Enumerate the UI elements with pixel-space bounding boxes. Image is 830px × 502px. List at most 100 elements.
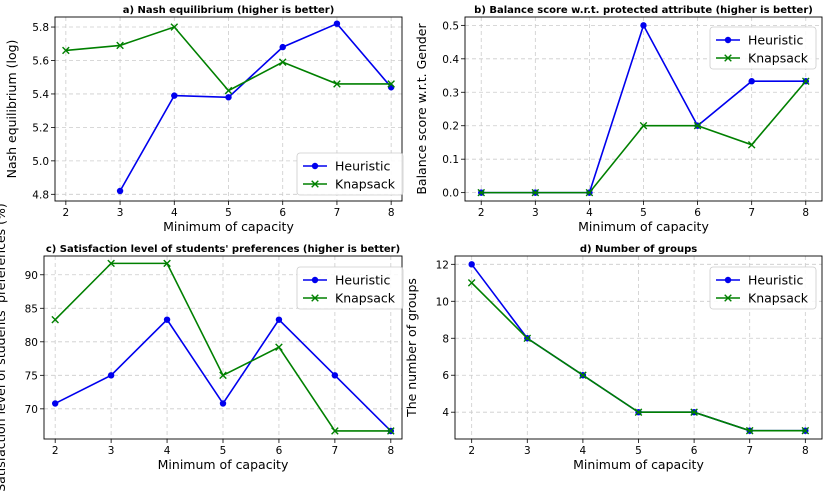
- data-point: [523, 334, 532, 343]
- data-point: [387, 84, 395, 91]
- x-tick-label: 3: [117, 207, 124, 219]
- x-tick-label: 5: [220, 445, 227, 457]
- series-line: [119, 22, 392, 192]
- legend-marker: [724, 54, 732, 62]
- x-tick-label: 5: [225, 207, 232, 219]
- x-tick-label: 8: [388, 207, 395, 219]
- data-point: [225, 94, 232, 101]
- x-tick-label: 6: [276, 445, 283, 457]
- x-tick-label: 3: [108, 445, 115, 457]
- data-point: [640, 22, 647, 29]
- legend-marker: [311, 162, 319, 170]
- x-tick-label: 2: [468, 445, 475, 457]
- y-tick-label: 5.2: [32, 122, 49, 134]
- x-tick-label: 6: [279, 207, 286, 219]
- data-point: [163, 316, 171, 323]
- x-tick-label: 3: [532, 207, 539, 219]
- y-axis-label: The number of groups: [404, 278, 419, 418]
- legend: Heuristic Knapsack: [709, 266, 817, 310]
- legend-marker: [724, 36, 732, 44]
- data-point: [634, 408, 643, 416]
- legend-entry: Knapsack: [335, 177, 396, 192]
- y-tick-label: 0.0: [442, 188, 459, 200]
- x-tick-label: 7: [748, 207, 755, 219]
- legend-entry: Knapsack: [335, 291, 396, 306]
- y-tick-label: 4.8: [32, 189, 49, 201]
- x-tick-label: 7: [746, 445, 753, 457]
- data-point: [333, 80, 341, 88]
- x-tick-label: 2: [63, 207, 70, 219]
- y-tick-label: 0.1: [442, 154, 459, 166]
- y-axis-label: Balance score w.r.t. Gender: [414, 22, 429, 194]
- panel-1: a) Nash equilibrium (higher is better) 2 3…: [4, 5, 404, 234]
- data-point: [116, 41, 124, 50]
- data-point: [219, 371, 227, 380]
- y-tick-label: 80: [25, 337, 38, 349]
- x-tick-label: 2: [478, 207, 485, 219]
- legend-marker: [311, 294, 319, 302]
- data-point: [51, 315, 59, 324]
- y-tick-label: 0.3: [442, 87, 459, 99]
- x-axis-label: Minimum of capacity: [158, 457, 289, 472]
- data-point: [275, 343, 283, 351]
- y-tick-label: 0.2: [442, 121, 459, 133]
- data-point: [116, 187, 124, 195]
- x-tick-label: 4: [580, 445, 587, 457]
- data-point: [51, 400, 59, 407]
- data-point: [171, 92, 178, 99]
- data-point: [801, 77, 810, 86]
- x-tick-label: 8: [802, 207, 809, 219]
- plot-frame: [43, 255, 403, 440]
- data-point: [748, 78, 755, 85]
- plot-frame: [454, 255, 823, 440]
- data-point: [333, 20, 341, 27]
- y-tick-label: 12: [436, 259, 449, 271]
- data-point: [275, 316, 283, 323]
- data-point: [279, 43, 286, 51]
- x-tick-label: 8: [802, 445, 809, 457]
- y-tick-label: 8: [442, 333, 449, 345]
- y-tick-label: 5.0: [32, 156, 49, 168]
- y-tick-label: 90: [25, 270, 38, 282]
- series-knapsack: [467, 279, 810, 435]
- data-point: [62, 46, 70, 55]
- legend-entry: Knapsack: [748, 291, 809, 306]
- data-point: [170, 23, 179, 31]
- data-point: [278, 58, 287, 66]
- y-tick-label: 5.8: [32, 22, 49, 34]
- x-tick-label: 3: [524, 445, 531, 457]
- data-point: [331, 372, 339, 379]
- data-point: [477, 188, 486, 197]
- series-knapsack: [62, 23, 395, 95]
- y-tick-label: 6: [442, 370, 449, 382]
- x-axis-label: Minimum of capacity: [163, 219, 294, 234]
- x-tick-label: 7: [334, 207, 341, 219]
- legend-marker: [311, 276, 319, 284]
- panel-2: b) Balance score w.r.t. protected attrib…: [414, 5, 823, 234]
- x-tick-label: 4: [586, 207, 593, 219]
- data-point: [107, 372, 115, 379]
- series-heuristic: [116, 20, 395, 195]
- y-tick-label: 0.4: [442, 54, 459, 66]
- y-axis-label: Nash equilibrium (log): [4, 40, 19, 179]
- plot-frame: [464, 16, 823, 202]
- y-tick-label: 75: [25, 370, 38, 382]
- panel-title: c) Satisfaction level of students' prefe…: [46, 244, 400, 255]
- data-point: [801, 426, 810, 435]
- legend-entry: Heuristic: [748, 33, 804, 48]
- data-point: [531, 188, 540, 197]
- series-knapsack: [51, 259, 395, 435]
- legend-marker: [724, 294, 732, 302]
- data-point: [585, 188, 594, 197]
- data-point: [468, 261, 475, 268]
- data-point: [387, 80, 395, 88]
- x-tick-label: 2: [52, 445, 59, 457]
- y-axis-label: Satisfaction level of students' preferen…: [0, 203, 8, 492]
- y-tick-label: 10: [436, 296, 449, 308]
- y-tick-label: 0.5: [442, 20, 459, 32]
- y-tick-label: 5.6: [32, 55, 49, 67]
- x-tick-label: 5: [635, 445, 642, 457]
- panel-3: c) Satisfaction level of students' prefe…: [0, 203, 404, 492]
- x-tick-label: 6: [691, 445, 698, 457]
